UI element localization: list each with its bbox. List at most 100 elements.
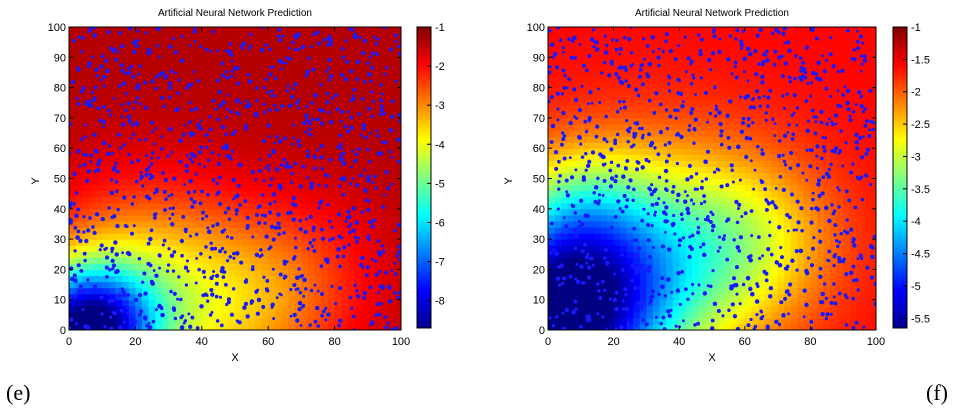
heatmap-cell	[554, 33, 562, 40]
scatter-point	[315, 30, 320, 35]
heatmap-cell	[155, 45, 163, 52]
heatmap-cell	[135, 178, 143, 186]
heatmap-cell	[241, 130, 249, 137]
heatmap-cell	[248, 57, 256, 64]
heatmap-cell	[374, 220, 382, 228]
heatmap-cell	[75, 123, 83, 131]
heatmap-cell	[148, 196, 156, 204]
heatmap-cell	[672, 75, 680, 83]
heatmap-cell	[554, 75, 562, 83]
scatter-point	[171, 212, 175, 217]
scatter-point	[336, 246, 341, 252]
heatmap-cell	[168, 130, 176, 137]
heatmap-cell	[241, 287, 249, 295]
heatmap-cell	[659, 233, 667, 240]
heatmap-cell	[221, 257, 229, 264]
heatmap-cell	[155, 263, 163, 270]
heatmap-cell	[587, 305, 595, 313]
heatmap-cell	[281, 196, 289, 204]
heatmap-cell	[221, 93, 229, 101]
heatmap-cell	[334, 148, 342, 155]
scatter-point	[263, 110, 267, 114]
heatmap-cell	[88, 305, 97, 313]
heatmap-cell	[195, 208, 203, 216]
scatter-point	[354, 158, 358, 162]
scatter-point	[262, 102, 266, 106]
scatter-point	[294, 245, 298, 250]
heatmap-cell	[607, 317, 615, 325]
scatter-point	[281, 34, 285, 38]
heatmap-cell	[341, 311, 349, 319]
heatmap-cell	[208, 63, 216, 71]
heatmap-cell	[314, 214, 322, 222]
heatmap-cell	[82, 305, 90, 313]
heatmap-cell	[294, 57, 302, 64]
heatmap-cell	[115, 27, 123, 34]
heatmap-cell	[367, 57, 376, 64]
heatmap-cell	[659, 99, 667, 107]
scatter-point	[390, 155, 394, 159]
heatmap-cell	[334, 251, 342, 258]
heatmap-cell	[567, 69, 575, 77]
heatmap-cell	[148, 299, 156, 307]
heatmap-cell	[201, 136, 210, 143]
heatmap-cell	[554, 269, 562, 277]
heatmap-cell	[161, 69, 170, 77]
scatter-point	[369, 90, 374, 94]
heatmap-cell	[268, 275, 276, 283]
heatmap-cell	[712, 99, 720, 107]
heatmap-cell	[228, 245, 236, 252]
heatmap-cell	[188, 99, 196, 107]
heatmap-cell	[698, 293, 707, 301]
heatmap-cell	[95, 220, 103, 228]
heatmap-cell	[327, 202, 336, 210]
heatmap-cell	[381, 172, 389, 180]
heatmap-cell	[685, 184, 693, 192]
scatter-point	[245, 314, 250, 319]
heatmap-cell	[626, 275, 634, 283]
heatmap-cell	[102, 178, 110, 186]
scatter-point	[255, 213, 259, 217]
heatmap-cell	[587, 214, 595, 222]
heatmap-cell	[652, 27, 661, 34]
heatmap-cell	[201, 69, 210, 77]
heatmap-cell	[685, 299, 693, 307]
heatmap-cell	[574, 323, 582, 330]
heatmap-cell	[567, 317, 575, 325]
scatter-point	[216, 117, 221, 122]
scatter-point	[324, 318, 328, 322]
colorbar-tick-label: -1	[435, 22, 445, 34]
heatmap-cell	[321, 136, 329, 143]
heatmap-cell	[188, 63, 196, 71]
heatmap-cell	[607, 311, 615, 319]
heatmap-cell	[102, 154, 110, 161]
scatter-point	[190, 82, 194, 86]
heatmap-cell	[142, 57, 150, 64]
heatmap-cell	[181, 105, 190, 113]
heatmap-cell	[672, 166, 680, 174]
scatter-point	[220, 61, 225, 66]
heatmap-cell	[341, 130, 349, 137]
heatmap-cell	[148, 233, 156, 240]
scatter-point	[139, 171, 143, 174]
heatmap-cell	[633, 105, 641, 113]
heatmap-cell	[652, 251, 661, 258]
heatmap-cell	[175, 172, 183, 180]
scatter-point	[75, 235, 80, 240]
heatmap-cell	[620, 245, 628, 252]
heatmap-cell	[195, 196, 203, 204]
heatmap-cell	[274, 208, 283, 216]
scatter-point	[219, 323, 224, 328]
heatmap-cell	[381, 63, 389, 71]
scatter-point	[105, 275, 109, 279]
x-axis: 0 20 40 60 80 100	[66, 27, 410, 348]
heatmap-cell	[666, 172, 674, 180]
heatmap-cell	[367, 69, 376, 77]
heatmap-cell	[314, 160, 322, 167]
scatter-point	[349, 69, 354, 74]
heatmap-cell	[241, 27, 249, 34]
heatmap-cell	[347, 117, 356, 125]
heatmap-cell	[181, 87, 190, 95]
scatter-point	[92, 33, 97, 38]
heatmap-cell	[95, 208, 103, 216]
